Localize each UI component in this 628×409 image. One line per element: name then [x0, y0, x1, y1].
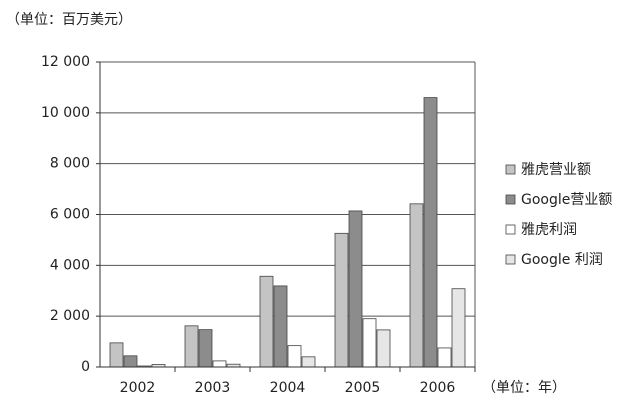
bar — [376, 329, 391, 368]
legend-swatch — [505, 254, 516, 265]
y-tick-label: 0 — [81, 359, 90, 375]
y-tick-label: 10 000 — [41, 105, 90, 121]
y-tick-label: 8 000 — [50, 156, 90, 172]
bar — [259, 275, 274, 368]
bar — [287, 345, 302, 368]
legend-label: Google 利润 — [521, 252, 603, 268]
bar — [198, 329, 213, 368]
legend-swatch — [505, 194, 516, 205]
bar — [334, 232, 349, 368]
legend-label: 雅虎利润 — [521, 222, 577, 238]
legend-swatch — [505, 164, 516, 175]
bar — [109, 342, 124, 368]
x-unit: （单位：年） — [482, 380, 566, 396]
legend-label: 雅虎营业额 — [521, 162, 591, 178]
y-tick-label: 4 000 — [50, 257, 90, 273]
bar — [437, 347, 452, 368]
y-tick-label: 12 000 — [41, 54, 90, 70]
bar — [451, 288, 466, 368]
x-tick-label: 2002 — [120, 380, 156, 396]
bar — [348, 210, 363, 368]
y-tick-label: 2 000 — [50, 308, 90, 324]
bar — [123, 355, 138, 368]
y-tick-label: 6 000 — [50, 207, 90, 223]
bar — [423, 97, 438, 368]
bar — [184, 325, 199, 368]
bar — [301, 356, 316, 368]
bar — [212, 360, 227, 368]
x-tick-label: 2003 — [195, 380, 231, 396]
legend-label: Google营业额 — [521, 192, 612, 208]
bar — [362, 318, 377, 368]
bar — [409, 203, 424, 368]
x-tick-label: 2005 — [345, 380, 381, 396]
x-tick-label: 2004 — [270, 380, 306, 396]
bar — [273, 285, 288, 368]
y-unit: （单位：百万美元） — [6, 12, 132, 28]
legend-swatch — [505, 224, 516, 235]
x-tick-label: 2006 — [420, 380, 456, 396]
